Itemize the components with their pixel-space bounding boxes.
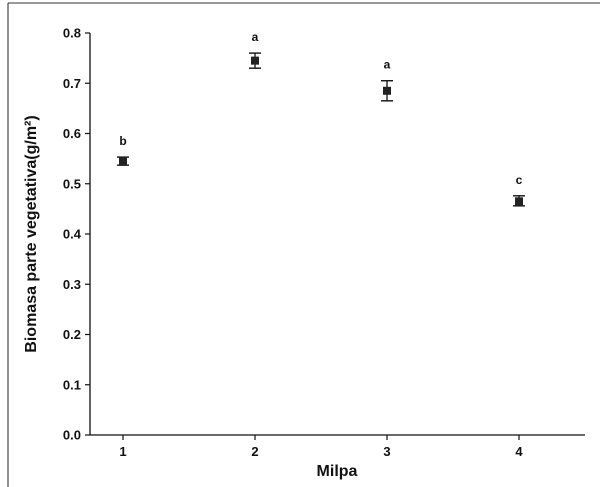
data-point	[383, 86, 391, 95]
y-tick-label: 0.0	[63, 428, 81, 443]
data-point	[119, 157, 127, 166]
data-point	[251, 56, 259, 65]
y-tick-label: 0.1	[63, 377, 81, 392]
y-tick-label: 0.8	[63, 26, 81, 41]
significance-letter: a	[252, 30, 259, 44]
y-tick-label: 0.6	[63, 126, 81, 141]
data-points: b a a c	[117, 30, 525, 207]
x-ticks: 1 2 3 4	[119, 435, 523, 459]
x-tick-label: 4	[515, 444, 523, 459]
y-tick-label: 0.3	[63, 277, 81, 292]
significance-letter: b	[119, 134, 126, 148]
significance-letter: a	[384, 58, 391, 72]
x-tick-label: 1	[119, 444, 126, 459]
data-point	[515, 197, 523, 206]
y-tick-label: 0.5	[63, 176, 81, 191]
y-tick-label: 0.2	[63, 327, 81, 342]
y-tick-label: 0.7	[63, 76, 81, 91]
x-tick-label: 3	[383, 444, 390, 459]
y-axis-title: Biomasa parte vegetativa(g/m²)	[23, 115, 40, 352]
x-tick-label: 2	[251, 444, 258, 459]
x-axis-title: Milpa	[317, 463, 358, 480]
y-ticks: 0.0 0.1 0.2 0.3 0.4 0.5 0.6 0.7 0.8	[63, 26, 90, 443]
significance-letter: c	[516, 173, 523, 187]
y-tick-label: 0.4	[63, 227, 82, 242]
